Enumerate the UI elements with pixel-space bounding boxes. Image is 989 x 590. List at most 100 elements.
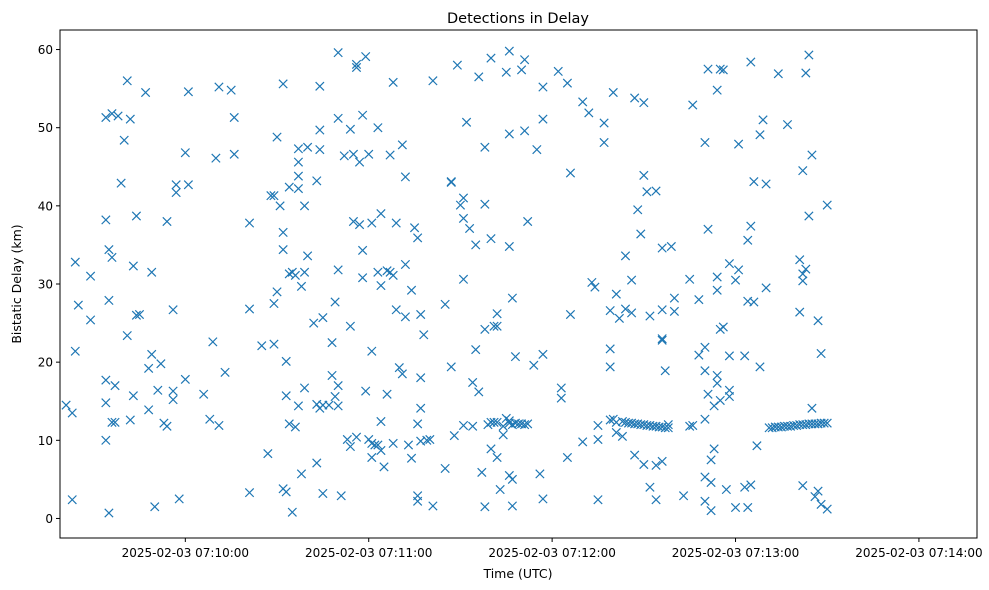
data-point	[614, 313, 624, 324]
data-point	[700, 137, 710, 148]
data-point	[523, 419, 533, 429]
data-point	[657, 456, 667, 467]
data-point	[128, 261, 138, 271]
data-point	[107, 109, 117, 119]
data-point	[639, 459, 649, 470]
data-point	[110, 380, 120, 391]
data-point	[342, 434, 352, 445]
data-point	[125, 114, 135, 124]
data-point	[535, 469, 545, 479]
data-point	[116, 178, 126, 188]
data-point	[403, 440, 414, 450]
data-point	[801, 68, 811, 78]
data-point	[199, 389, 209, 399]
data-point	[758, 115, 768, 125]
data-point	[382, 389, 392, 399]
data-point	[134, 309, 145, 320]
data-point	[822, 418, 832, 428]
data-point	[633, 205, 643, 215]
data-point	[590, 282, 600, 292]
data-point	[798, 481, 808, 491]
data-point	[663, 420, 673, 430]
data-point	[147, 267, 157, 277]
data-point	[498, 430, 508, 440]
data-point	[636, 229, 646, 239]
data-point	[651, 460, 661, 470]
data-point	[504, 46, 514, 56]
data-point	[333, 113, 343, 123]
data-point	[208, 337, 218, 347]
data-point	[538, 82, 548, 92]
data-point	[578, 437, 588, 447]
data-point	[773, 69, 783, 79]
data-point	[715, 64, 725, 74]
data-point	[278, 244, 288, 255]
data-point	[293, 157, 304, 167]
data-point	[302, 142, 313, 152]
data-point	[608, 87, 618, 98]
data-point	[263, 448, 273, 459]
data-point	[385, 150, 395, 160]
data-point	[645, 482, 655, 492]
data-point	[712, 370, 722, 381]
data-point	[724, 351, 735, 361]
data-point	[345, 321, 356, 331]
data-point	[73, 300, 83, 310]
data-point	[489, 321, 499, 331]
data-point	[275, 201, 285, 211]
data-point	[474, 387, 484, 397]
data-point	[468, 377, 478, 388]
data-point	[413, 491, 423, 501]
data-point	[125, 415, 135, 425]
data-point	[214, 82, 224, 92]
chart-title: Detections in Delay	[447, 11, 589, 27]
data-point	[529, 360, 539, 370]
data-point	[553, 66, 563, 77]
data-point	[477, 467, 487, 477]
data-point	[272, 132, 282, 142]
data-point	[357, 273, 368, 283]
data-point	[257, 341, 267, 351]
data-point	[269, 339, 279, 349]
data-point	[376, 209, 386, 219]
data-point	[244, 304, 255, 314]
data-point	[718, 65, 728, 75]
data-point	[519, 420, 530, 430]
data-point	[724, 391, 735, 402]
data-point	[413, 233, 423, 243]
data-point	[131, 310, 142, 320]
data-point	[556, 393, 566, 403]
data-point	[685, 421, 695, 431]
data-point	[804, 50, 814, 60]
data-point	[409, 223, 420, 233]
data-point	[706, 477, 716, 488]
data-point	[724, 259, 735, 269]
data-point	[296, 469, 307, 479]
data-point	[669, 306, 680, 316]
data-point	[214, 420, 224, 431]
data-point	[391, 218, 401, 228]
data-point	[180, 374, 190, 384]
data-point	[504, 129, 514, 139]
y-tick-label: 30	[38, 278, 53, 292]
x-tick-label: 2025-02-03 07:12:00	[488, 546, 615, 560]
data-point	[315, 144, 325, 155]
data-point	[107, 417, 117, 427]
data-point	[287, 507, 297, 517]
data-point	[700, 342, 710, 352]
data-point	[663, 423, 673, 433]
data-point	[168, 395, 178, 405]
data-point	[519, 55, 530, 65]
data-point	[761, 179, 771, 189]
data-point	[749, 297, 759, 307]
data-point	[458, 274, 469, 284]
data-point	[822, 504, 832, 514]
data-point	[685, 274, 695, 284]
data-point	[244, 488, 255, 498]
data-point	[357, 110, 368, 120]
data-point	[367, 218, 377, 228]
data-point	[101, 435, 111, 445]
data-point	[394, 363, 404, 373]
data-point	[425, 434, 435, 445]
